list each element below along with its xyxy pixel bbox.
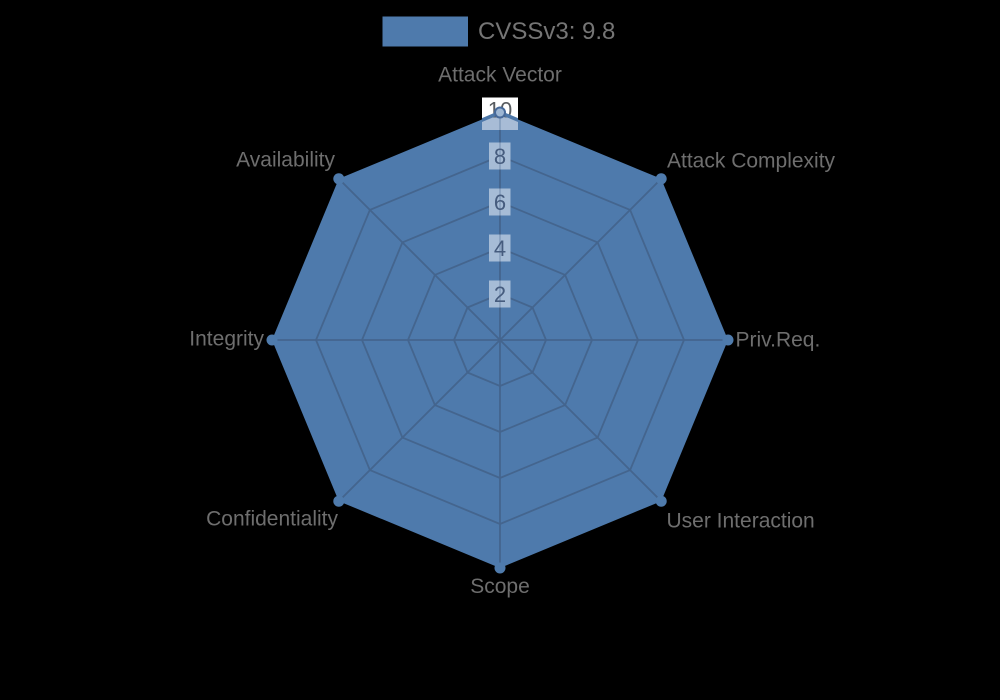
- svg-text:User Interaction: User Interaction: [667, 510, 815, 533]
- svg-text:8: 8: [494, 144, 506, 169]
- svg-text:Scope: Scope: [470, 575, 530, 598]
- svg-text:Confidentiality: Confidentiality: [206, 508, 338, 531]
- svg-text:Attack Vector: Attack Vector: [438, 64, 562, 87]
- svg-text:Priv.Req.: Priv.Req.: [736, 329, 821, 352]
- svg-text:6: 6: [494, 190, 506, 215]
- svg-text:4: 4: [494, 236, 506, 261]
- svg-text:Availability: Availability: [236, 149, 335, 172]
- svg-text:Integrity: Integrity: [189, 328, 264, 351]
- svg-text:Attack Complexity: Attack Complexity: [667, 150, 836, 173]
- svg-text:CVSSv3: 9.8: CVSSv3: 9.8: [478, 18, 615, 45]
- svg-text:2: 2: [494, 282, 506, 307]
